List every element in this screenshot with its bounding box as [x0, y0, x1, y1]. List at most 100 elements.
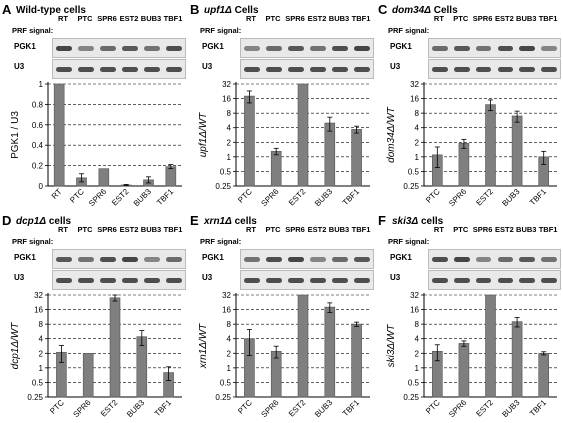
- pgk1-blot-image: [240, 249, 374, 269]
- panel-letter: A: [2, 2, 12, 17]
- y-tick-label: 1: [415, 364, 420, 373]
- u3-blot-image: [240, 59, 374, 79]
- blot-band: [78, 46, 94, 51]
- y-tick-label: 2: [415, 349, 420, 358]
- bar: [53, 83, 65, 187]
- blot-band: [122, 278, 138, 283]
- blot-band: [332, 257, 348, 262]
- pgk1-blot-image: [52, 249, 186, 269]
- blot-band: [144, 257, 160, 262]
- y-tick-label: 0: [39, 182, 44, 191]
- y-tick-label: 0.25: [27, 393, 43, 402]
- bar-chart: 32 16 8 4 2 1 0.5 0.25 dcp1Δ/WT PTC SPR6 EST2 BUB3 TB…: [10, 291, 182, 420]
- x-tick-label: RT: [50, 187, 64, 201]
- x-tick-label: BUB3: [313, 398, 335, 420]
- bar: [109, 297, 121, 398]
- blot-band: [244, 67, 260, 72]
- lane-label: RT: [246, 14, 256, 23]
- blot-band: [541, 257, 557, 262]
- lane-label: SPR6: [472, 225, 493, 234]
- bar-chart: 0 0.2 0.4 0.6 0.8 1 PGK1 / U3 RT PTC SPR6 EST2 BUB3…: [10, 80, 182, 209]
- y-tick-label: 4: [415, 335, 420, 344]
- x-tick-label: EST2: [287, 187, 308, 208]
- lane-label: PTC: [77, 14, 93, 23]
- y-tick-label: 16: [34, 306, 43, 315]
- blot-band: [288, 46, 304, 51]
- x-tick-label: EST2: [474, 398, 495, 419]
- x-tick-label: TBF1: [341, 187, 362, 208]
- blot-band: [266, 67, 282, 72]
- bar-chart: 32 16 8 4 2 1 0.5 0.25 upf1Δ/WT PTC SPR6 EST2 BUB3 TB…: [198, 80, 370, 209]
- u3-blot-image: [428, 59, 561, 79]
- y-tick-label: 2: [39, 349, 44, 358]
- y-tick-label: 0.5: [32, 378, 44, 387]
- blot-band: [332, 278, 348, 283]
- blot-band: [56, 257, 72, 262]
- y-tick-label: 32: [222, 80, 231, 89]
- blot-band: [453, 278, 470, 283]
- blot-band: [244, 278, 260, 283]
- bar: [297, 294, 309, 398]
- title-gene: dcp1Δ: [16, 216, 47, 227]
- blot-label-pgk1: PGK1: [390, 42, 412, 51]
- blot-label-pgk1: PGK1: [202, 253, 224, 262]
- lane-label: TBF1: [351, 14, 371, 23]
- title-suffix: Cells: [430, 5, 458, 16]
- x-tick-label: SPR6: [71, 398, 93, 420]
- panel-title: ski3Δ cells: [392, 216, 443, 227]
- blot-label-u3: U3: [202, 273, 213, 282]
- blot-band: [100, 257, 116, 262]
- x-tick-label: BUB3: [500, 187, 522, 209]
- panel-letter: C: [378, 2, 388, 17]
- panel-title: dom34Δ Cells: [392, 5, 458, 16]
- lane-label: BUB3: [140, 225, 162, 234]
- blot-band: [354, 67, 370, 72]
- blot-band: [519, 46, 536, 51]
- title-suffix: Cells: [231, 5, 259, 16]
- bar: [511, 115, 523, 187]
- blot-band: [497, 278, 514, 283]
- blot-band: [497, 257, 514, 262]
- blot-band: [354, 257, 370, 262]
- x-tick-label: BUB3: [313, 187, 335, 209]
- blot-band: [288, 278, 304, 283]
- prf-signal-label: PRF signal:: [200, 26, 242, 35]
- bar-chart: 32 16 8 4 2 1 0.5 0.25 xrn1Δ/WT PTC SPR6 EST2 BUB3 TB…: [198, 291, 370, 420]
- blot-band: [166, 257, 182, 262]
- bar: [82, 352, 94, 398]
- y-tick-label: 0.8: [32, 100, 44, 109]
- blot-band: [541, 46, 557, 51]
- lane-label: BUB3: [328, 225, 350, 234]
- bar: [458, 343, 470, 398]
- x-tick-label: SPR6: [87, 187, 109, 209]
- blot-label-u3: U3: [202, 62, 213, 71]
- blot-band: [475, 278, 492, 283]
- pgk1-blot-image: [240, 38, 374, 58]
- blot-band: [78, 257, 94, 262]
- blot-band: [266, 278, 282, 283]
- x-tick-label: BUB3: [132, 187, 154, 209]
- x-tick-label: PTC: [68, 187, 86, 205]
- panel-title: dcp1Δ cells: [16, 216, 71, 227]
- x-tick-label: BUB3: [125, 398, 147, 420]
- blot-band: [432, 46, 448, 51]
- blot-band: [453, 257, 470, 262]
- blot-band: [354, 278, 370, 283]
- blot-band: [100, 67, 116, 72]
- prf-signal-label: PRF signal:: [388, 26, 430, 35]
- x-tick-label: TBF1: [528, 398, 549, 419]
- y-tick-label: 4: [415, 124, 420, 133]
- y-tick-label: 2: [227, 138, 232, 147]
- y-tick-label: 0.25: [215, 393, 231, 402]
- blot-label-u3: U3: [390, 273, 401, 282]
- y-tick-label: 8: [415, 109, 420, 118]
- panel-letter: F: [378, 213, 386, 228]
- y-tick-label: 0.25: [215, 182, 231, 191]
- bar: [351, 323, 362, 398]
- title-suffix: cells: [231, 216, 257, 227]
- x-tick-label: EST2: [474, 187, 495, 208]
- blot-band: [519, 278, 536, 283]
- y-tick-label: 2: [415, 138, 420, 147]
- y-tick-label: 32: [222, 291, 231, 300]
